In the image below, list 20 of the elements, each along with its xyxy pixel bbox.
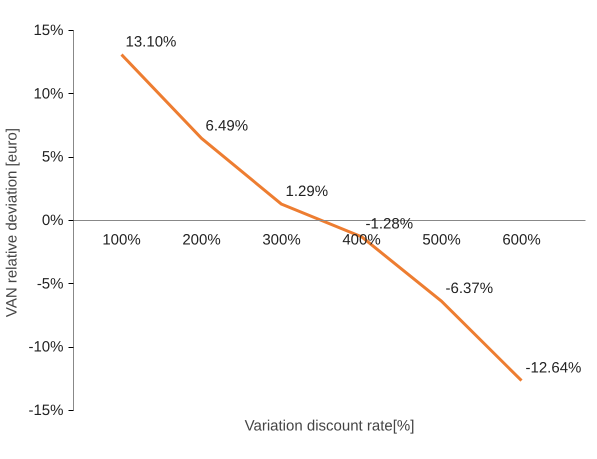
y-tick-label: -15% xyxy=(28,402,64,419)
x-axis-title: Variation discount rate[%] xyxy=(244,418,414,434)
data-label: 13.10% xyxy=(126,34,176,51)
y-tick-label: 10% xyxy=(33,85,64,102)
y-axis-title: VAN relative deviation [euro] xyxy=(3,128,20,318)
x-tick-label: 100% xyxy=(102,232,141,248)
y-tick-label: -5% xyxy=(36,275,64,292)
y-tick-label: 0% xyxy=(42,212,64,229)
x-tick-label: 500% xyxy=(422,232,461,248)
data-label: 6.49% xyxy=(206,117,248,134)
x-tick-label: 300% xyxy=(262,232,301,248)
y-tick-label: -10% xyxy=(28,338,64,356)
data-label: 1.29% xyxy=(286,183,328,200)
data-label: -6.37% xyxy=(446,280,494,298)
x-tick-label: 200% xyxy=(182,232,221,248)
y-tick-label: 5% xyxy=(42,148,64,166)
data-label: -1.28% xyxy=(366,216,414,233)
x-tick-label: 600% xyxy=(502,232,541,248)
y-tick-label: 15% xyxy=(33,22,64,39)
data-label: -12.64% xyxy=(526,360,582,377)
